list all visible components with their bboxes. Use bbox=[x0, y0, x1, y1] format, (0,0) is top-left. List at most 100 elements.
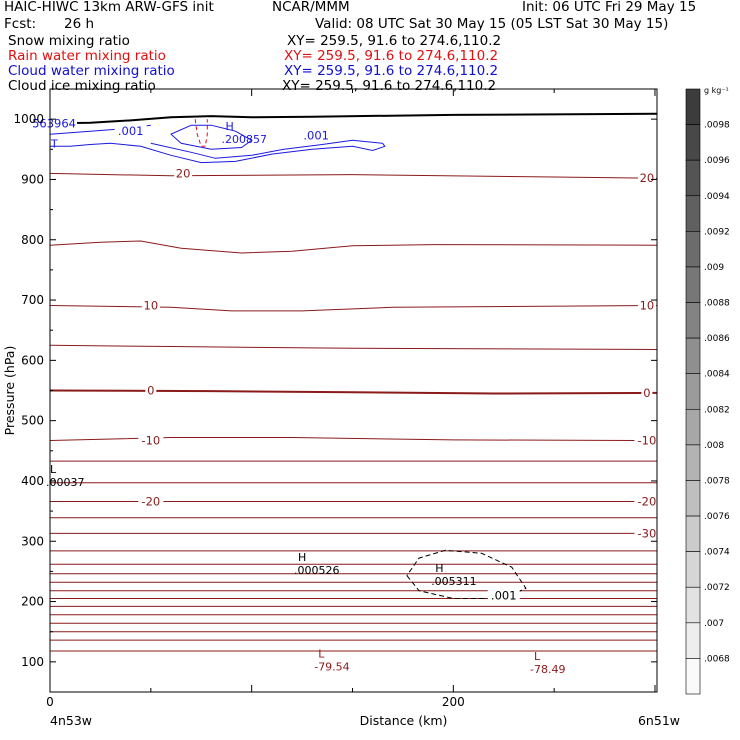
field-xy-snow: XY= 259.5, 91.6 to 274.6,110.2 bbox=[287, 33, 502, 49]
snow-contour-001 bbox=[406, 549, 527, 599]
colorbar-label-14: .007 bbox=[704, 619, 724, 629]
temperature-label-10-bg bbox=[637, 172, 656, 185]
y-tick-label-5: 600 bbox=[21, 353, 44, 367]
field-xy-cloud-water: XY= 259.5, 91.6 to 274.6,110.2 bbox=[284, 63, 499, 79]
colorbar-label-13: .0072 bbox=[704, 583, 730, 593]
header-init: Init: 06 UTC Fri 29 May 15 bbox=[522, 0, 697, 15]
extremum-symbol-2: H bbox=[298, 551, 306, 564]
extremum-value-1: -78.49 bbox=[530, 663, 565, 676]
header-valid: Valid: 08 UTC Sat 30 May 15 (05 LST Sat … bbox=[315, 16, 669, 32]
colorbar-label-1: .0096 bbox=[704, 156, 730, 166]
cloud-water-marker: T bbox=[50, 137, 58, 150]
extremum-value-3: .005311 bbox=[431, 575, 477, 588]
isotherm-contour-shaped-0 bbox=[49, 437, 658, 441]
temperature-label-5-bg bbox=[145, 384, 157, 397]
field-xy-rain: XY= 259.5, 91.6 to 274.6,110.2 bbox=[284, 48, 499, 64]
colorbar-segment-13 bbox=[685, 551, 701, 588]
colorbar-label-3: .0092 bbox=[704, 227, 730, 237]
temperature-label-6: 0 bbox=[643, 386, 650, 400]
extremum-value-2: .000526 bbox=[294, 564, 340, 577]
extremum-value-0: -79.54 bbox=[314, 661, 349, 674]
colorbar-segment-6 bbox=[685, 302, 701, 339]
colorbar-segment-7 bbox=[685, 337, 701, 375]
colorbar-segment-3 bbox=[685, 195, 701, 232]
extremum-value-5: .200857 bbox=[221, 133, 267, 146]
cloud-water-contours bbox=[49, 124, 386, 164]
temperature-label-9: 20 bbox=[176, 166, 191, 180]
y-tick-label-8: 900 bbox=[21, 172, 44, 186]
surface-pressure-line bbox=[49, 112, 658, 125]
rain-water-contour bbox=[194, 119, 208, 147]
contour-labels: -30 -20 -20 -10 -10 0 0 10 10 20 20 .001 .001 .001 563… bbox=[31, 116, 660, 676]
colorbar-label-5: .0088 bbox=[704, 299, 730, 309]
colorbar-label-11: .0076 bbox=[704, 512, 730, 522]
colorbar: .0098 .0096 .0094 .0092 .009 .0088 .0086 .0084.… bbox=[685, 86, 730, 695]
temperature-label-0-bg bbox=[634, 527, 660, 540]
temperature-label-7: 10 bbox=[144, 298, 159, 312]
colorbar-label-10: .0078 bbox=[704, 476, 730, 486]
extremum-symbol-1: L bbox=[534, 650, 541, 663]
colorbar-segment-15 bbox=[685, 622, 701, 659]
y-tick-label-3: 400 bbox=[21, 474, 44, 488]
colorbar-segment-8 bbox=[685, 373, 701, 410]
y-tick-label-7: 800 bbox=[21, 233, 44, 247]
temperature-label-1-bg bbox=[138, 495, 164, 508]
temperature-label-10: 20 bbox=[640, 171, 655, 185]
colorbar-label-0: .0098 bbox=[704, 121, 730, 131]
temperature-label-6-bg bbox=[641, 386, 653, 399]
y-tick-label-2: 300 bbox=[21, 534, 44, 548]
temperature-label-8: 10 bbox=[640, 298, 655, 312]
x-tick-label-1: 200 bbox=[442, 695, 465, 709]
snow-contour-label: .001 bbox=[491, 589, 517, 603]
y-tick-label-4: 500 bbox=[21, 414, 44, 428]
temperature-label-8-bg bbox=[637, 299, 656, 312]
colorbar-segment-1 bbox=[685, 124, 701, 161]
colorbar-label-7: .0084 bbox=[704, 370, 730, 380]
field-name-snow: Snow mixing ratio bbox=[8, 33, 130, 49]
cloud-water-label-2: 563964 bbox=[32, 116, 76, 130]
snow-contour-label-bg bbox=[487, 589, 520, 602]
colorbar-segment-12 bbox=[685, 515, 701, 552]
header-fcst-label: Fcst: bbox=[4, 16, 37, 32]
temperature-label-2: -20 bbox=[638, 494, 657, 508]
field-name-rain: Rain water mixing ratio bbox=[8, 48, 166, 64]
y-tick-label-0: 100 bbox=[21, 655, 44, 669]
isotherm-contour-shaped-5 bbox=[49, 172, 658, 179]
cloud-water-label-1: .001 bbox=[303, 128, 329, 142]
extremum-value-4: .00037 bbox=[46, 476, 85, 489]
header-fcst-value: 26 h bbox=[64, 16, 95, 32]
colorbar-segment-5 bbox=[685, 266, 701, 303]
x-tick-label-0: 0 bbox=[46, 695, 54, 709]
colorbar-segment-16 bbox=[685, 658, 701, 695]
isotherm-contour-shaped-4 bbox=[49, 240, 658, 254]
y-tick-label-6: 700 bbox=[21, 293, 44, 307]
temperature-label-7-bg bbox=[141, 299, 160, 312]
colorbar-segment-9 bbox=[685, 408, 701, 446]
cloud-water-label-2-bg bbox=[31, 117, 78, 130]
colorbar-segment-14 bbox=[685, 586, 701, 624]
header-model: HAIC-HIWC 13km ARW-GFS init bbox=[4, 0, 214, 15]
colorbar-segment-4 bbox=[685, 231, 701, 268]
temperature-label-9-bg bbox=[174, 167, 193, 180]
colorbar-label-12: .0074 bbox=[704, 548, 730, 558]
colorbar-label-8: .0082 bbox=[704, 405, 730, 415]
temperature-label-3-bg bbox=[138, 434, 164, 447]
x-endpoint-left: 4n53w bbox=[50, 713, 92, 728]
colorbar-label-2: .0094 bbox=[704, 192, 730, 202]
temperature-label-0: -30 bbox=[638, 526, 657, 540]
temperature-label-2-bg bbox=[634, 495, 660, 508]
terrain-line bbox=[49, 112, 658, 125]
temperature-label-4: -10 bbox=[638, 434, 657, 448]
cloud-water-label-1-bg bbox=[300, 129, 333, 142]
colorbar-segment-0 bbox=[685, 88, 701, 125]
cloud-water-label-0: .001 bbox=[118, 124, 144, 138]
temperature-label-1: -20 bbox=[141, 494, 160, 508]
x-endpoint-right: 6n51w bbox=[638, 713, 680, 728]
extremum-symbol-3: H bbox=[435, 562, 443, 575]
y-tick-label-9: 1000 bbox=[13, 112, 44, 126]
header-org: NCAR/MMM bbox=[272, 0, 350, 15]
x-axis-label: Distance (km) bbox=[360, 713, 448, 728]
y-axis-label: Pressure (hPa) bbox=[2, 346, 17, 436]
